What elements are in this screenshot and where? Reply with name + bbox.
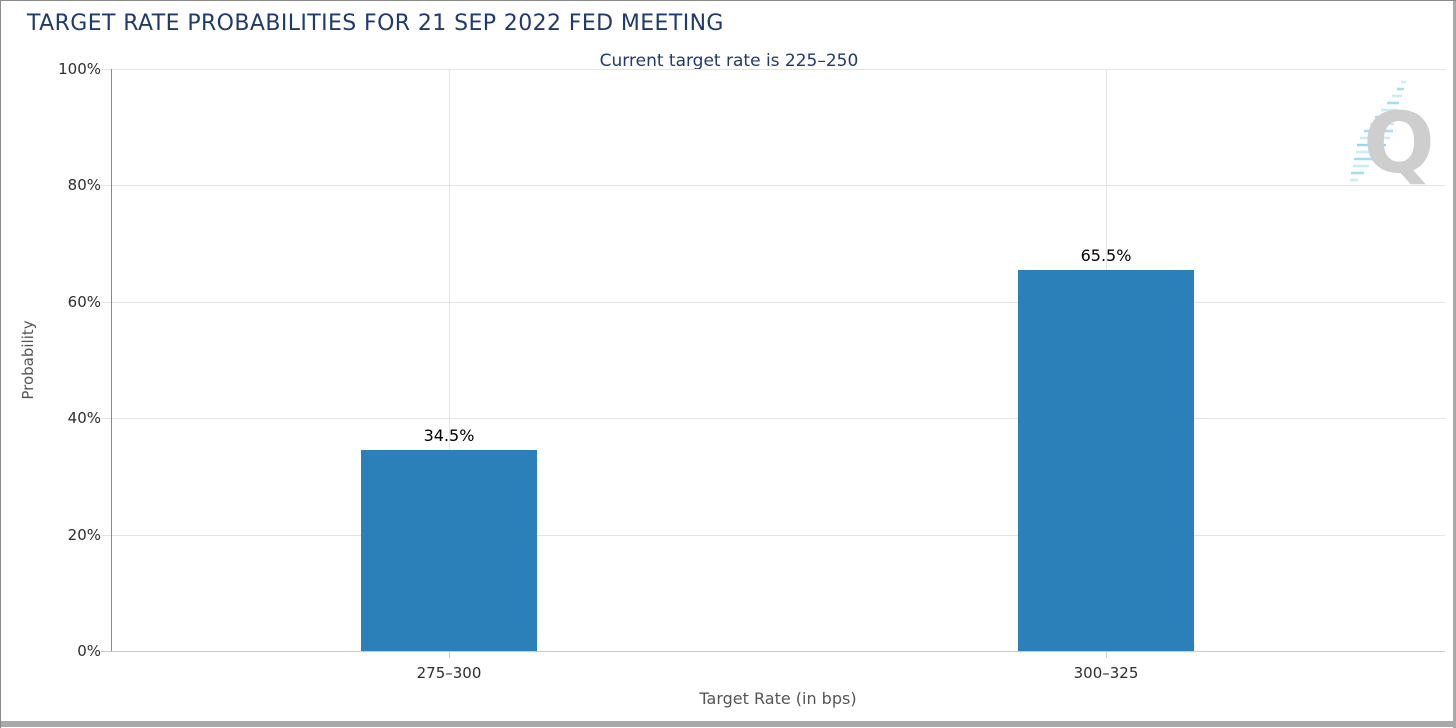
- y-tick-label: 60%: [67, 292, 101, 311]
- y-axis-title: Probability: [19, 320, 37, 400]
- quandl-logo: Q: [1350, 80, 1435, 192]
- y-tick-label: 0%: [77, 642, 101, 660]
- y-gridline: [101, 418, 1445, 420]
- bar-value-label: 34.5%: [423, 426, 475, 446]
- y-gridline: [101, 185, 1445, 187]
- bar-300–325[interactable]: [1018, 269, 1194, 651]
- speed-lines-icon: [1350, 80, 1406, 182]
- window-bottom-bar: [1, 721, 1456, 727]
- chart-subtitle: Current target rate is 225–250: [599, 51, 859, 71]
- logo-letter-q: Q: [1363, 94, 1434, 192]
- x-tick-label: 275–300: [416, 664, 482, 682]
- x-axis-title: Target Rate (in bps): [699, 689, 857, 708]
- y-gridline: [101, 69, 1445, 70]
- y-gridline: [101, 301, 1445, 303]
- chart-title: TARGET RATE PROBABILITIES FOR 21 SEP 202…: [27, 11, 724, 36]
- x-axis-tick: [449, 651, 450, 658]
- y-tick-label: 80%: [67, 176, 101, 195]
- y-tick-label: 40%: [67, 409, 101, 428]
- x-gridline: [449, 69, 450, 651]
- y-tick-label: 20%: [67, 525, 101, 544]
- window-right-border: [1453, 1, 1456, 728]
- y-gridline: [101, 534, 1445, 536]
- y-tick-label: 100%: [58, 60, 101, 78]
- y-axis-line: [111, 69, 112, 651]
- bar-275–300[interactable]: [361, 450, 537, 651]
- y-gridline: [101, 651, 1445, 652]
- bar-value-label: 65.5%: [1080, 245, 1132, 265]
- x-axis-tick: [1106, 651, 1107, 658]
- x-tick-label: 300–325: [1073, 664, 1139, 682]
